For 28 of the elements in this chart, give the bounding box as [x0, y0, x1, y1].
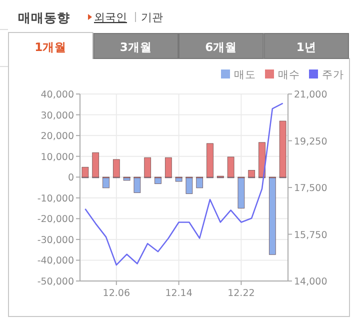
y-tick-label: -10,000: [37, 193, 74, 204]
text: 3개월: [120, 40, 152, 54]
x-tick-label: 12.06: [102, 288, 130, 299]
y2-tick-label: 21,000: [294, 90, 328, 100]
text: 외국인: [94, 11, 127, 24]
chart-title: 매매동향: [18, 10, 70, 25]
text: 1개월: [34, 40, 67, 54]
y-tick-label: 20,000: [40, 131, 74, 142]
y-tick-label: -40,000: [37, 256, 74, 267]
y2-tick-label: 19,250: [294, 136, 328, 148]
y-tick-label: -30,000: [37, 234, 74, 246]
legend-label: 주가: [322, 69, 344, 81]
text: 기관: [141, 11, 163, 24]
legend-label: 매수: [278, 69, 300, 81]
y2-tick-label: 17,500: [294, 183, 328, 194]
text: 1년: [296, 40, 316, 54]
x-tick-label: 12.14: [165, 288, 192, 299]
y2-tick-label: 14,000: [294, 276, 328, 288]
legend-label: 매도: [234, 69, 256, 81]
text: 6개월: [205, 40, 238, 54]
x-tick-label: 12.22: [228, 288, 255, 299]
y-tick-label: -50,000: [37, 276, 74, 288]
y-tick-label: 10,000: [40, 152, 74, 163]
y-tick-label: 40,000: [40, 90, 74, 100]
y-tick-label: -20,000: [37, 214, 74, 226]
y-tick-label: 0: [68, 172, 74, 184]
y2-tick-label: 15,750: [294, 230, 328, 241]
y-tick-label: 30,000: [40, 110, 74, 122]
